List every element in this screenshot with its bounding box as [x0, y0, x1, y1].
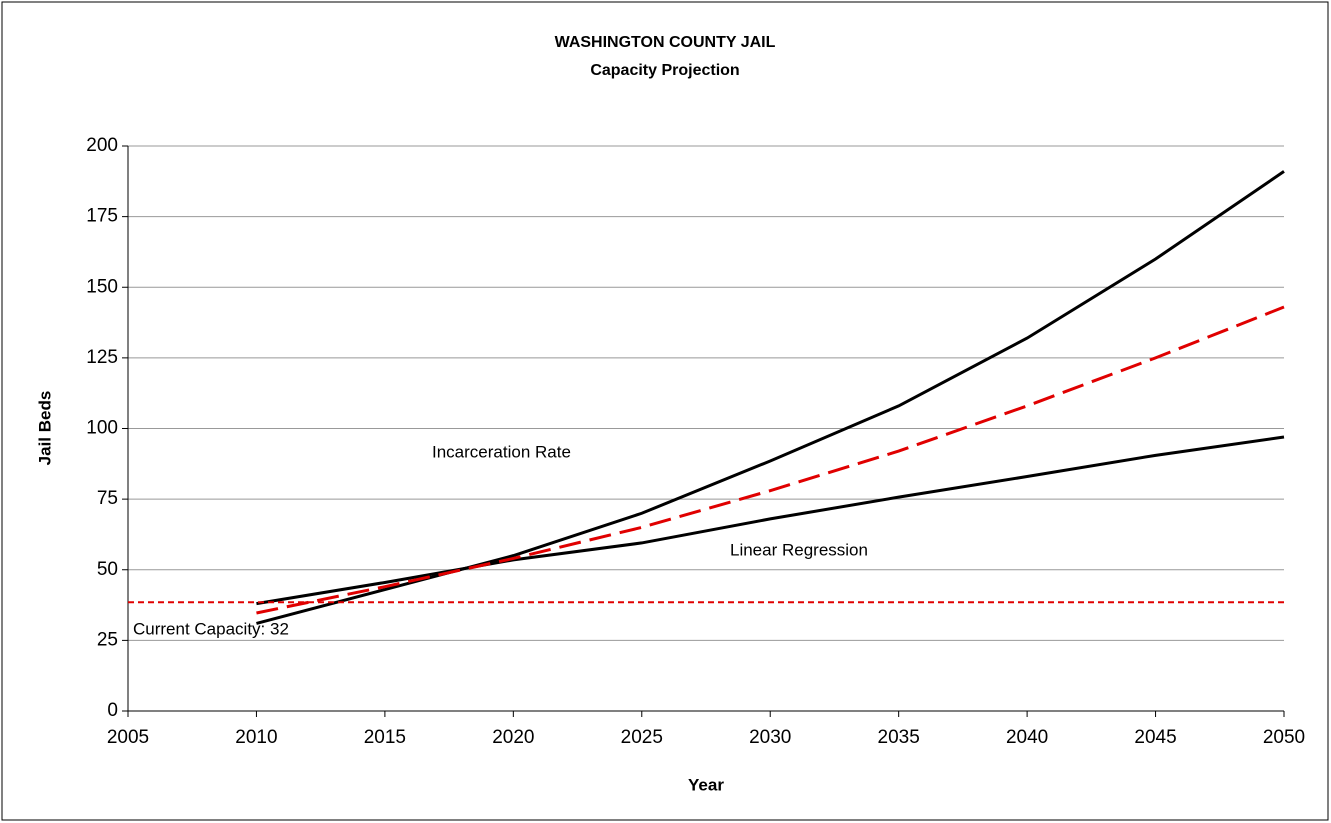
x-tick-label: 2045: [1134, 727, 1176, 748]
y-tick-label: 175: [86, 206, 118, 227]
x-tick-label: 2040: [1006, 727, 1048, 748]
chart-subtitle: Capacity Projection: [590, 62, 739, 79]
x-tick-label: 2015: [364, 727, 406, 748]
y-tick-label: 200: [86, 135, 118, 156]
y-tick-label: 50: [97, 559, 118, 580]
x-tick-label: 2020: [492, 727, 534, 748]
x-tick-label: 2035: [878, 727, 920, 748]
y-tick-label: 125: [86, 347, 118, 368]
annotation: Current Capacity: 32: [133, 619, 289, 638]
chart-title: WASHINGTON COUNTY JAIL: [555, 34, 776, 51]
series-line: [256, 305, 1285, 615]
x-tick-label: 2050: [1263, 727, 1305, 748]
y-tick-label: 75: [97, 488, 118, 509]
annotation: Incarceration Rate: [432, 442, 571, 461]
y-axis-label: Jail Beds: [35, 391, 54, 466]
series-line: [256, 435, 1285, 606]
y-tick-label: 100: [86, 418, 118, 439]
x-tick-label: 2030: [749, 727, 791, 748]
y-tick-label: 25: [97, 629, 118, 650]
y-tick-label: 0: [107, 700, 118, 721]
x-axis-label: Year: [688, 775, 724, 794]
x-tick-label: 2025: [621, 727, 663, 748]
y-tick-label: 150: [86, 276, 118, 297]
x-tick-label: 2005: [107, 727, 149, 748]
annotation: Linear Regression: [730, 540, 868, 559]
x-tick-label: 2010: [235, 727, 277, 748]
